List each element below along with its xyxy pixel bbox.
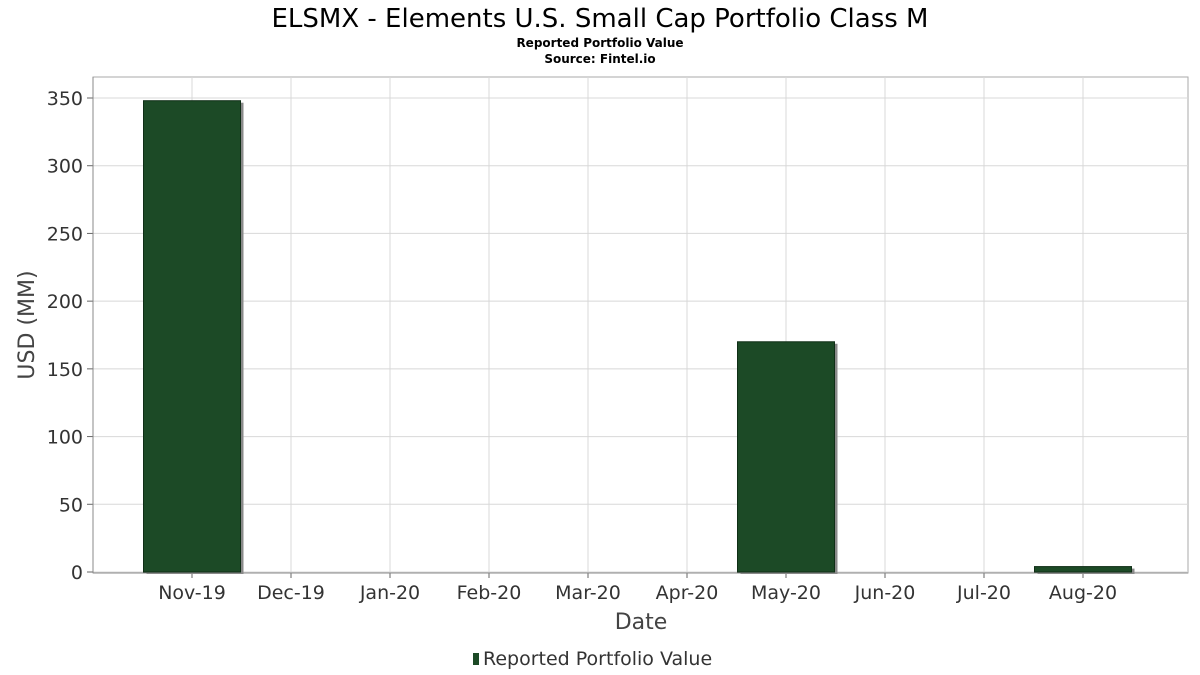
x-tick-label: Feb-20 <box>457 582 522 604</box>
x-tick-label: Jul-20 <box>956 582 1011 604</box>
bar <box>143 100 241 573</box>
x-tick-label: Dec-19 <box>257 582 325 604</box>
bar <box>737 341 835 573</box>
y-tick-label: 300 <box>47 156 83 178</box>
x-tick-label: Nov-19 <box>158 582 226 604</box>
y-tick-label: 150 <box>47 359 83 381</box>
y-tick-label: 50 <box>59 494 83 516</box>
y-tick-label: 200 <box>47 291 83 313</box>
chart-title: ELSMX - Elements U.S. Small Cap Portfoli… <box>271 4 928 34</box>
plot-area: 0 50 100 150 200 250 300 350 Nov-19 Dec-19 Jan-20 F… <box>47 76 1189 604</box>
x-tick-label: Apr-20 <box>656 582 719 604</box>
x-tick-label: Aug-20 <box>1049 582 1117 604</box>
bar <box>1034 566 1132 573</box>
y-tick-label: 100 <box>47 427 83 449</box>
legend: Reported Portfolio Value <box>473 648 712 670</box>
x-tick-label: May-20 <box>751 582 821 604</box>
x-tick-label: Mar-20 <box>555 582 621 604</box>
plot-frame <box>92 76 1189 574</box>
y-axis-label: USD (MM) <box>15 270 40 379</box>
x-axis-label: Date <box>615 610 668 635</box>
y-tick-label: 250 <box>47 223 83 245</box>
y-tick-label: 350 <box>47 88 83 110</box>
legend-swatch <box>473 653 479 665</box>
chart-subtitle: Reported Portfolio Value <box>516 36 683 50</box>
x-tick-label: Jan-20 <box>359 582 420 604</box>
chart-source: Source: Fintel.io <box>544 52 655 66</box>
y-tick-label: 0 <box>71 562 83 584</box>
legend-label: Reported Portfolio Value <box>483 648 712 670</box>
x-tick-label: Jun-20 <box>854 582 916 604</box>
